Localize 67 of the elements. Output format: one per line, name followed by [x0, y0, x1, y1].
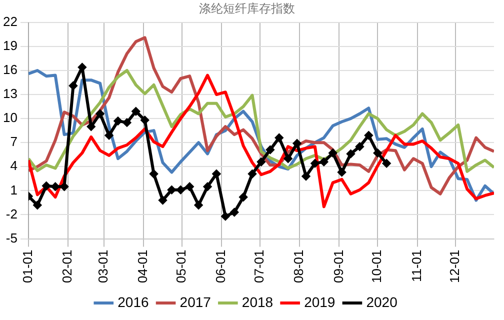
y-tick-label: 16	[2, 62, 18, 78]
x-tick-label: 11-01	[408, 250, 424, 282]
point	[186, 182, 194, 191]
point	[194, 201, 203, 210]
point	[346, 150, 355, 158]
point	[328, 149, 337, 158]
point	[42, 182, 50, 190]
point	[204, 182, 212, 191]
point	[60, 182, 68, 191]
x-tick-label: 09-01	[330, 250, 346, 283]
point	[168, 186, 176, 194]
legend-label: 2016	[118, 294, 149, 310]
point	[266, 146, 274, 154]
point	[230, 208, 238, 216]
point	[338, 168, 346, 176]
point	[275, 134, 284, 142]
y-tick-label: 19	[2, 38, 18, 54]
legend-label: 2020	[366, 294, 398, 310]
point	[105, 131, 114, 140]
x-tick-label: 10-01	[369, 250, 384, 283]
point	[96, 110, 104, 118]
y-tick-label: 4	[10, 158, 18, 174]
y-tick-label: -5	[6, 230, 18, 246]
x-tick-label: 12-01	[447, 250, 462, 283]
point	[122, 118, 131, 127]
x-tick-label: 01-01	[20, 250, 36, 283]
x-tick-label: 05-01	[174, 250, 189, 283]
point	[248, 170, 256, 178]
y-tick-label: 13	[2, 86, 18, 102]
legend-label: 2018	[242, 294, 274, 310]
point	[114, 116, 122, 125]
legend-label: 2017	[180, 294, 212, 310]
point	[51, 182, 60, 191]
y-tick-label: 1	[10, 182, 18, 198]
x-tick-label: 06-01	[213, 250, 228, 283]
point	[364, 131, 373, 140]
point	[320, 158, 328, 166]
point	[356, 142, 364, 151]
point	[382, 159, 391, 168]
point	[221, 212, 230, 220]
y-tick-label: 22	[2, 14, 18, 29]
point	[87, 122, 96, 131]
y-tick-label: 7	[10, 134, 18, 150]
point	[176, 186, 185, 194]
point	[69, 82, 78, 90]
y-tick-label: -2	[6, 206, 18, 222]
point	[239, 193, 248, 202]
point	[150, 170, 158, 178]
point	[293, 139, 302, 148]
chart-title: 涤纶短纤库存指数	[199, 1, 295, 16]
point	[140, 116, 149, 124]
x-tick-label: 04-01	[135, 250, 150, 283]
x-tick-label: 02-01	[60, 250, 75, 283]
point	[310, 159, 319, 168]
x-tick-label: 03-01	[95, 250, 110, 283]
point	[374, 149, 382, 158]
legend-label: 2019	[304, 294, 336, 310]
point	[132, 107, 140, 116]
point	[302, 172, 310, 180]
x-tick-label: 08-01	[291, 250, 306, 283]
point	[158, 196, 167, 204]
point	[284, 154, 292, 163]
point	[257, 158, 266, 166]
x-tick-label: 07-01	[252, 250, 267, 283]
point	[33, 201, 42, 210]
y-tick-label: 10	[2, 110, 18, 126]
point	[212, 170, 220, 178]
